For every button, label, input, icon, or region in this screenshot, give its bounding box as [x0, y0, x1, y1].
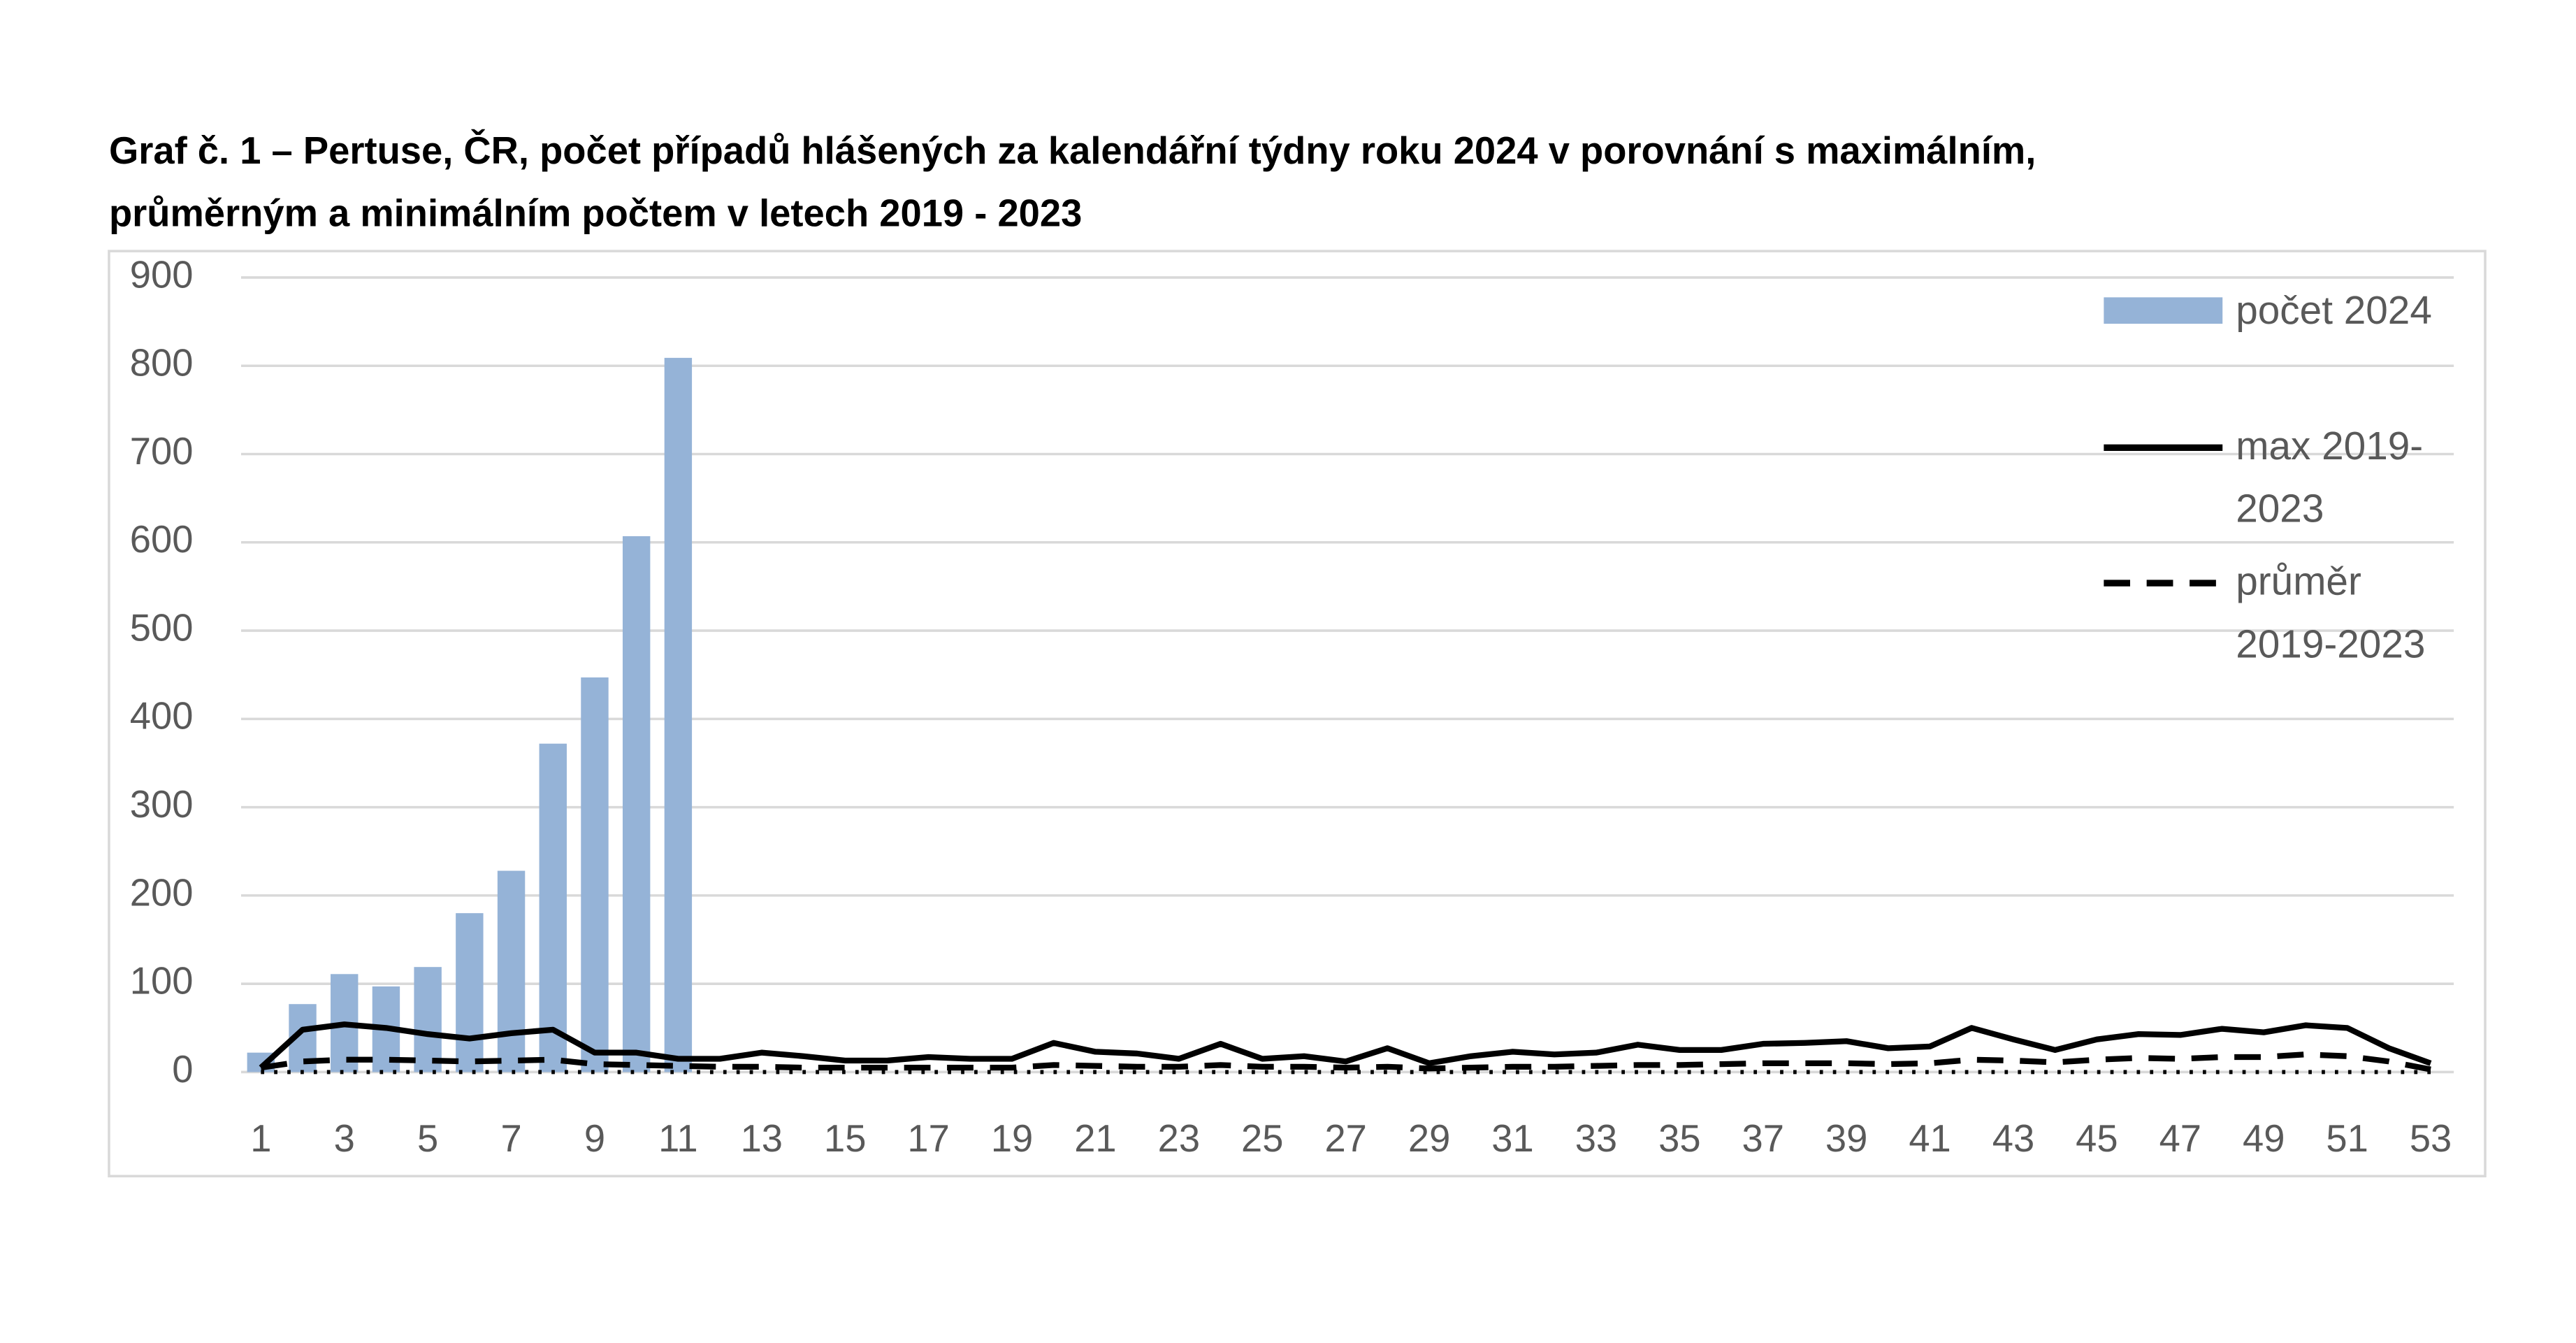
bar [414, 967, 442, 1072]
legend-entry: počet 2024 [2104, 281, 2467, 344]
x-tick-label: 45 [2076, 1117, 2118, 1160]
y-tick-label: 400 [130, 695, 194, 738]
x-tick-label: 17 [907, 1117, 949, 1160]
x-tick-label: 29 [1408, 1117, 1450, 1160]
x-tick-label: 3 [334, 1117, 355, 1160]
line-series [259, 1021, 2432, 1070]
x-tick-label: 41 [1909, 1117, 1951, 1160]
legend-label: max 2019-2023 [2236, 424, 2424, 532]
x-tick-label: 35 [1658, 1117, 1700, 1160]
line-series [260, 1051, 2431, 1072]
x-tick-label: 1 [250, 1117, 271, 1160]
y-tick-label: 700 [130, 430, 194, 473]
legend-entry: průměr 2019-2023 [2104, 552, 2467, 677]
y-tick-label: 900 [130, 253, 194, 296]
x-tick-label: 13 [741, 1117, 783, 1160]
x-tick-label: 27 [1324, 1117, 1366, 1160]
x-tick-label: 51 [2326, 1117, 2368, 1160]
x-tick-label: 23 [1158, 1117, 1200, 1160]
bar [622, 536, 651, 1072]
bar [456, 913, 484, 1072]
y-tick-label: 500 [130, 606, 194, 649]
legend-swatch [2104, 444, 2223, 452]
y-tick-label: 100 [130, 960, 194, 1003]
y-tick-label: 0 [172, 1048, 193, 1091]
y-tick-label: 600 [130, 518, 194, 561]
bar [664, 357, 693, 1072]
x-tick-label: 33 [1575, 1117, 1617, 1160]
y-tick-label: 800 [130, 342, 194, 385]
bar [581, 677, 609, 1072]
legend-entry: max 2019-2023 [2104, 416, 2467, 542]
x-tick-label: 47 [2159, 1117, 2201, 1160]
x-tick-label: 9 [584, 1117, 605, 1160]
x-tick-label: 25 [1241, 1117, 1283, 1160]
x-tick-label: 39 [1825, 1117, 1867, 1160]
x-tick-label: 31 [1491, 1117, 1533, 1160]
x-tick-label: 5 [417, 1117, 438, 1160]
x-tick-label: 11 [658, 1117, 697, 1160]
x-tick-label: 15 [824, 1117, 866, 1160]
x-tick-label: 43 [1992, 1117, 2034, 1160]
legend-swatch [2104, 580, 2223, 587]
legend-label: průměr 2019-2023 [2236, 559, 2426, 668]
x-tick-label: 7 [500, 1117, 521, 1160]
chart-frame [108, 250, 2487, 1178]
legend-swatch [2104, 297, 2223, 324]
legend-label: počet 2024 [2236, 289, 2432, 334]
chart-title: Graf č. 1 – Pertuse, ČR, počet případů h… [108, 129, 2036, 172]
x-tick-label: 53 [2410, 1117, 2452, 1160]
x-tick-label: 21 [1074, 1117, 1116, 1160]
x-tick-label: 37 [1742, 1117, 1784, 1160]
y-tick-label: 200 [130, 871, 194, 914]
x-tick-label: 49 [2243, 1117, 2285, 1160]
bar [497, 870, 526, 1072]
legend-swatch-bar [2104, 297, 2223, 324]
chart-title: průměrným a minimálním počtem v letech 2… [108, 192, 1083, 235]
bar [539, 743, 567, 1072]
x-tick-label: 19 [991, 1117, 1033, 1160]
y-tick-label: 300 [130, 783, 194, 826]
